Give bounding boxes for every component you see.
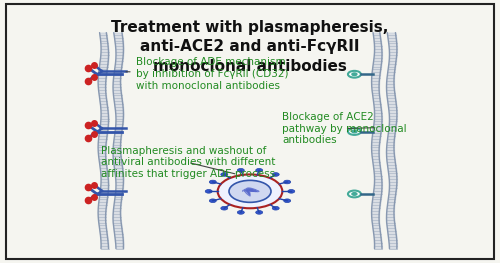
Circle shape [348,71,361,78]
Circle shape [210,180,216,184]
Circle shape [206,190,212,193]
Circle shape [272,173,279,176]
Circle shape [221,173,228,176]
Text: Treatment with plasmapheresis,
anti-ACE2 and anti-FcγRII
monoclonal antibodies: Treatment with plasmapheresis, anti-ACE2… [112,20,388,74]
Circle shape [210,199,216,203]
Text: Blockage of ACE2
pathway by monoclonal
antibodies: Blockage of ACE2 pathway by monoclonal a… [282,112,407,145]
Circle shape [221,206,228,210]
Circle shape [272,206,279,210]
Circle shape [284,180,290,184]
Circle shape [352,193,357,195]
Circle shape [229,180,271,202]
Circle shape [256,169,262,172]
Text: Blockage of ADE mechanism
by inhibition of FcγRII (CD32)
with monoclonal antibod: Blockage of ADE mechanism by inhibition … [126,57,288,90]
Circle shape [288,190,295,193]
Circle shape [284,199,290,203]
Text: Plasmapheresis and washout of
antiviral antibodies with different
affinites that: Plasmapheresis and washout of antiviral … [101,146,275,179]
Circle shape [238,211,244,214]
Circle shape [348,128,361,135]
Circle shape [218,174,282,208]
Circle shape [256,211,262,214]
Circle shape [352,130,357,133]
Circle shape [352,73,357,75]
Circle shape [348,191,361,197]
Circle shape [238,169,244,172]
